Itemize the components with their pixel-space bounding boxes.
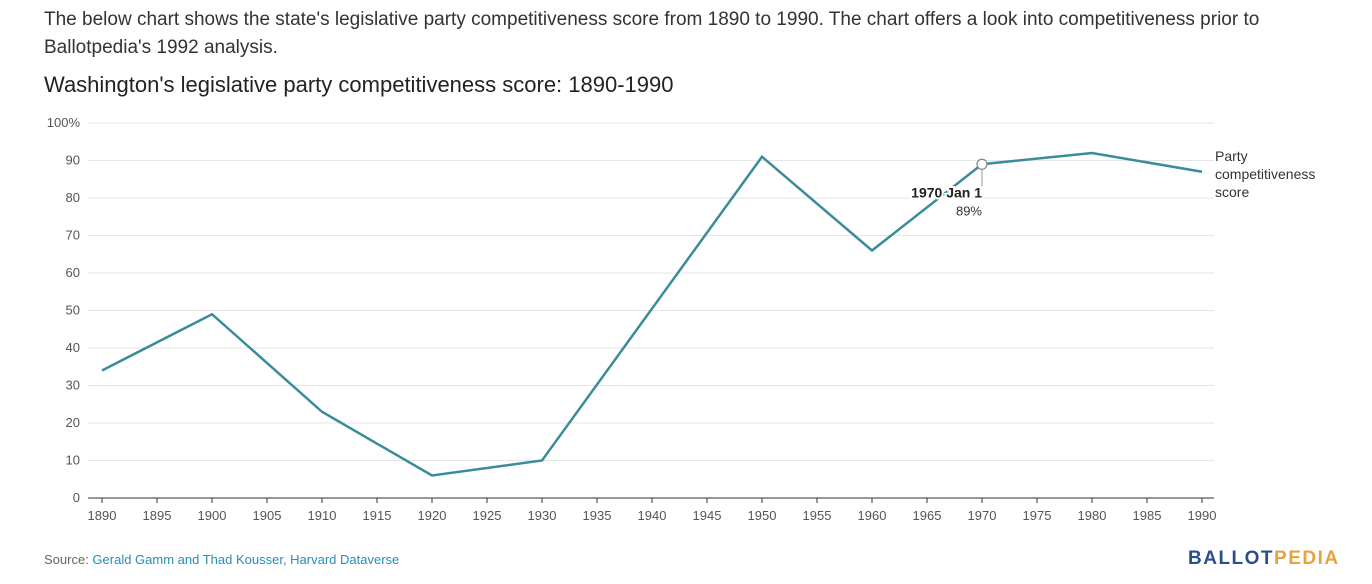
data-point[interactable] bbox=[756, 151, 768, 163]
x-tick-label: 1960 bbox=[858, 508, 887, 523]
ballotpedia-logo: BALLOTPEDIA bbox=[1188, 548, 1340, 570]
x-tick-label: 1940 bbox=[638, 508, 667, 523]
x-tick-label: 1985 bbox=[1133, 508, 1162, 523]
x-tick-label: 1970 bbox=[968, 508, 997, 523]
x-tick-label: 1905 bbox=[253, 508, 282, 523]
y-tick-label: 60 bbox=[66, 265, 80, 280]
series-label: score bbox=[1215, 184, 1249, 200]
x-tick-label: 1990 bbox=[1188, 508, 1217, 523]
data-point[interactable] bbox=[316, 406, 328, 418]
series-line[interactable] bbox=[101, 151, 1203, 477]
x-tick-label: 1925 bbox=[473, 508, 502, 523]
x-tick-label: 1890 bbox=[88, 508, 117, 523]
x-tick-label: 1955 bbox=[803, 508, 832, 523]
y-tick-label: 90 bbox=[66, 153, 80, 168]
x-tick-label: 1915 bbox=[363, 508, 392, 523]
x-tick-label: 1895 bbox=[143, 508, 172, 523]
x-tick-label: 1965 bbox=[913, 508, 942, 523]
y-tick-label: 100% bbox=[47, 115, 81, 130]
y-tick-label: 10 bbox=[66, 453, 80, 468]
y-tick-label: 40 bbox=[66, 340, 80, 355]
data-point[interactable] bbox=[536, 455, 548, 467]
y-tick-label: 70 bbox=[66, 228, 80, 243]
logo-part-pedia: PEDIA bbox=[1274, 548, 1340, 569]
chart-title: Washington's legislative party competiti… bbox=[44, 72, 674, 97]
y-tick-label: 20 bbox=[66, 415, 80, 430]
intro-text: The below chart shows the state's legisl… bbox=[44, 9, 1260, 58]
source-note: Source: Gerald Gamm and Thad Kousser, Ha… bbox=[44, 552, 399, 567]
x-tick-label: 1950 bbox=[748, 508, 777, 523]
x-tick-label: 1910 bbox=[308, 508, 337, 523]
x-tick-label: 1975 bbox=[1023, 508, 1052, 523]
series-label: competitiveness bbox=[1215, 166, 1315, 182]
x-tick-label: 1930 bbox=[528, 508, 557, 523]
series-label: Party bbox=[1215, 148, 1248, 164]
data-point[interactable] bbox=[866, 245, 878, 257]
source-label: Source: bbox=[44, 552, 93, 567]
x-tick-label: 1900 bbox=[198, 508, 227, 523]
y-tick-label: 80 bbox=[66, 190, 80, 205]
x-tick-label: 1920 bbox=[418, 508, 447, 523]
logo-part-ballot: BALLOT bbox=[1188, 548, 1275, 569]
data-point[interactable] bbox=[426, 470, 438, 482]
data-point[interactable] bbox=[1086, 147, 1098, 159]
data-point[interactable] bbox=[206, 308, 218, 320]
data-point[interactable] bbox=[1196, 166, 1208, 178]
x-tick-label: 1935 bbox=[583, 508, 612, 523]
data-point[interactable] bbox=[96, 365, 108, 377]
y-tick-label: 30 bbox=[66, 378, 80, 393]
tooltip-marker[interactable] bbox=[976, 158, 988, 170]
tooltip-value: 89% bbox=[956, 203, 982, 218]
x-tick-label: 1980 bbox=[1078, 508, 1107, 523]
x-tick-label: 1945 bbox=[693, 508, 722, 523]
tooltip-date: 1970 Jan 1 bbox=[911, 184, 982, 200]
y-tick-label: 50 bbox=[66, 303, 80, 318]
source-link[interactable]: Gerald Gamm and Thad Kousser, Harvard Da… bbox=[92, 552, 400, 567]
y-tick-label: 0 bbox=[73, 490, 80, 505]
